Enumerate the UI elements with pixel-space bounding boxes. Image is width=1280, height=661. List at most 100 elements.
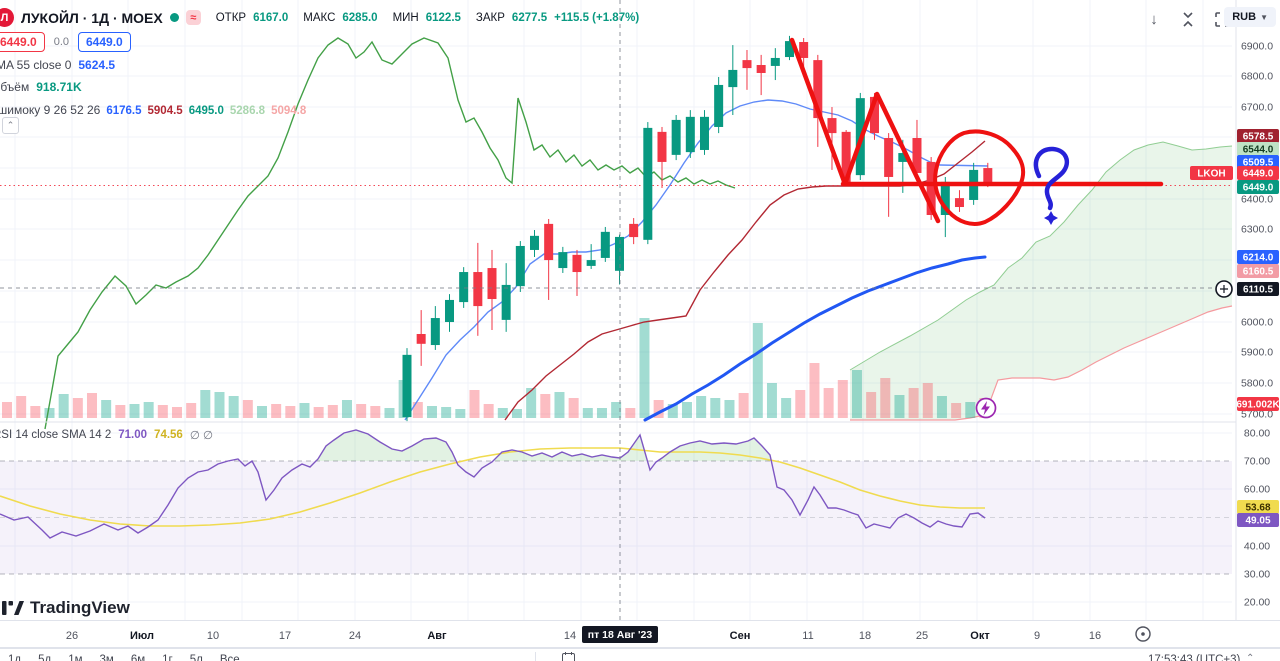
ichimoku-value: 5904.5: [147, 105, 183, 117]
ichimoku-legend-row[interactable]: Ишимоку 9 26 52 26 6176.5 5904.5 6495.0 528…: [0, 101, 306, 119]
close-label: ЗАКР: [475, 11, 505, 24]
volume-bar: [143, 402, 154, 418]
tradingview-logo-icon: [2, 600, 24, 615]
candle-body: [983, 168, 993, 184]
crosshair-target-icon[interactable]: [1215, 280, 1233, 298]
high-value: 6285.0: [342, 11, 378, 24]
volume-legend-row[interactable]: Объём 918.71K: [0, 80, 82, 94]
volume-bar: [157, 405, 168, 418]
range-button-3м[interactable]: 3м: [99, 654, 114, 661]
range-button-1д[interactable]: 1д: [8, 654, 22, 661]
symbol-header: Л ЛУКОЙЛ · 1Д · MOEX ≈ ОТКР 6167.0 МАКС …: [0, 8, 639, 27]
volume-bar: [441, 407, 452, 418]
range-button-1м[interactable]: 1м: [68, 654, 83, 661]
rsi-sma-legend-value: 74.56: [154, 429, 183, 441]
time-tick-label: 9: [1034, 630, 1040, 642]
volume-bar: [596, 408, 607, 418]
candle-body: [841, 131, 851, 184]
volume-bar: [44, 408, 55, 418]
low-label: МИН: [392, 11, 419, 24]
chevron-down-icon: ▼: [1260, 12, 1268, 22]
ma55-value-label: 6214.0: [1237, 250, 1279, 264]
download-icon[interactable]: ↓: [1150, 10, 1158, 28]
volume-bar: [370, 406, 381, 418]
ma55-line: [643, 255, 987, 422]
crosshair-date-tooltip: пт 18 Авг '23: [582, 626, 658, 643]
range-button-6м[interactable]: 6м: [130, 654, 146, 661]
prev-close-label: 6449.0: [1237, 180, 1279, 194]
range-button-5д[interactable]: 5д: [38, 654, 52, 661]
collapse-panes-icon[interactable]: [1178, 9, 1198, 29]
sell-button[interactable]: 6449.0: [0, 32, 45, 52]
date-range-selector[interactable]: 1д 5д 1м 3м 6м 1г 5л Все: [8, 654, 240, 661]
chikou-span-line: [44, 37, 736, 430]
time-tick-label: 25: [916, 630, 928, 642]
time-axis[interactable]: 26 Июл 10 17 24 Авг 14 Сен 11 18 25 Окт 9 16 пт 18 Авг…: [0, 620, 1280, 648]
volume-bar: [313, 407, 324, 418]
volume-bar: [356, 404, 367, 418]
volume-bar: [752, 323, 763, 418]
tradingview-watermark[interactable]: TradingView: [2, 598, 130, 618]
star-drawing[interactable]: [1044, 211, 1058, 225]
quick-trade-lightning-icon[interactable]: [975, 397, 997, 419]
currency-selector[interactable]: RUB ▼: [1224, 7, 1276, 27]
rsi-legend-row[interactable]: RSI 14 close SMA 14 2 71.00 74.56 ∅ ∅: [0, 428, 213, 442]
volume-bar: [696, 396, 707, 418]
volume-legend-label: Объём: [0, 80, 30, 94]
senkou-value-label: 6160.5: [1237, 264, 1279, 278]
volume-bar: [922, 383, 933, 418]
kijun-value-label: 6578.5: [1237, 129, 1279, 143]
candle-body: [685, 116, 695, 153]
price-tick-label: 6700.0: [1241, 102, 1273, 114]
crosshair: [0, 0, 1232, 627]
volume-bar: [639, 318, 650, 418]
volume-bar: [256, 406, 267, 418]
volume-bar: [738, 393, 749, 418]
axis-price-label-bg: [1237, 282, 1279, 296]
volume-bar: [823, 388, 834, 418]
candle-body: [430, 318, 440, 346]
buy-button[interactable]: 6449.0: [78, 32, 131, 52]
session-clock[interactable]: 17:53:43 (UTC+3): [1148, 654, 1241, 661]
open-label: ОТКР: [215, 11, 247, 24]
candle-body: [742, 60, 752, 69]
axis-price-label-bg: [1237, 180, 1279, 194]
axis-price-label-text: 6110.5: [1243, 285, 1273, 296]
axis-price-label-text: 53.68: [1245, 503, 1270, 514]
range-button-1г[interactable]: 1г: [162, 654, 173, 661]
volume-bar: [497, 408, 508, 418]
candle-body: [600, 231, 610, 258]
volume-bar: [851, 370, 862, 418]
go-to-realtime-icon[interactable]: [1135, 626, 1151, 642]
range-button-5л[interactable]: 5л: [189, 654, 203, 661]
symbol-title[interactable]: ЛУКОЙЛ · 1Д · MOEX: [21, 9, 163, 26]
market-status-icon[interactable]: [169, 13, 179, 22]
ma-legend-row[interactable]: MA 55 close 0 5624.5: [0, 58, 115, 72]
axis-price-label-text: 49.05: [1245, 516, 1270, 527]
approx-data-icon[interactable]: ≈: [185, 10, 201, 25]
candle-body: [714, 84, 724, 127]
chevron-up-icon[interactable]: ⌃: [1246, 653, 1255, 661]
axis-price-label-bg: [1237, 264, 1279, 278]
volume-bar: [200, 390, 211, 418]
candle-body: [657, 131, 667, 162]
range-button-Все[interactable]: Все: [219, 654, 240, 661]
volume-bar: [866, 392, 877, 418]
calendar-icon[interactable]: [562, 652, 575, 661]
rsi-tick-label: 20.00: [1244, 597, 1270, 609]
axis-price-label-bg: [1237, 166, 1279, 180]
volume-bar: [299, 403, 310, 418]
price-tick-label: 6000.0: [1241, 317, 1273, 329]
candle-body: [784, 41, 794, 58]
axis-price-label-bg: [1237, 129, 1279, 143]
collapse-legend-button[interactable]: ⌃: [2, 117, 19, 134]
question-mark-drawing[interactable]: [1033, 146, 1070, 211]
ichimoku-legend-label: Ишимоку 9 26 52 26: [0, 103, 101, 117]
price-axis[interactable]: 6900.0 6800.0 6700.0 6400.0 6300.0 6000.0 5900…: [1190, 0, 1280, 661]
volume-bar: [568, 398, 579, 418]
trend-zigzag-drawing[interactable]: [789, 37, 941, 224]
volume-bar: [540, 394, 551, 418]
volume-bar: [936, 396, 947, 418]
ellipse-drawing[interactable]: [933, 129, 1026, 226]
